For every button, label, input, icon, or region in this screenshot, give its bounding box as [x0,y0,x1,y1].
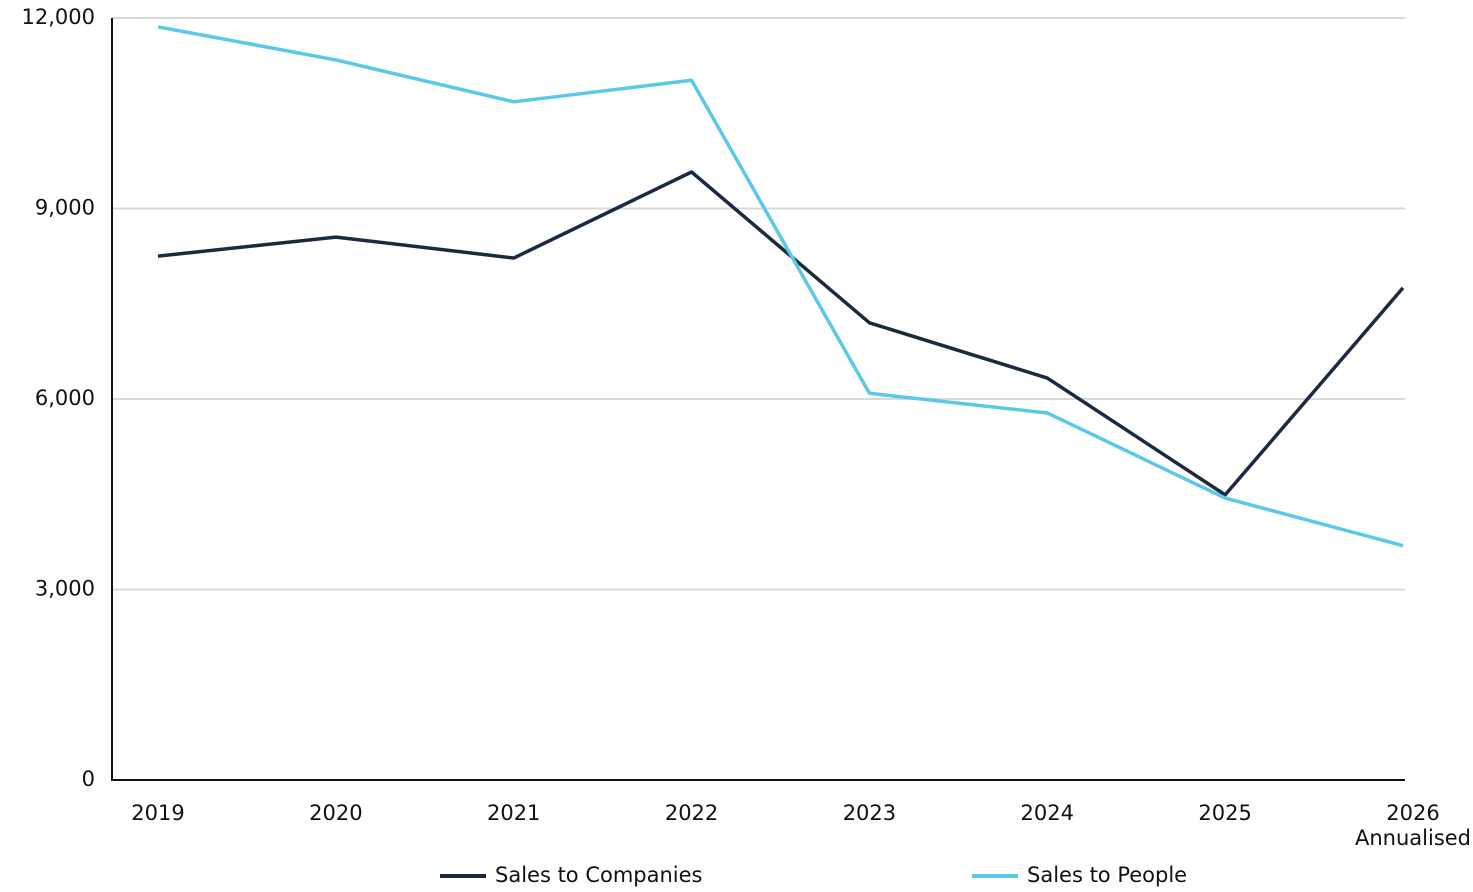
x-tick-label: 2025 [1198,801,1252,825]
x-tick-label: 2026 Annualised [1354,801,1472,850]
x-tick-label: 2019 [131,801,185,825]
x-tick-label: 2020 [309,801,363,825]
y-tick-label: 6,000 [35,386,95,410]
legend-label: Sales to Companies [495,863,703,887]
x-tick-label: 2023 [842,801,897,825]
y-tick-label: 0 [82,767,95,791]
legend-label: Sales to People [1027,863,1187,887]
x-tick-label: 2024 [1020,801,1074,825]
y-tick-label: 12,000 [22,5,95,29]
x-tick-label: 2021 [486,801,541,825]
series-line [157,25,1404,548]
y-tick-label: 3,000 [35,577,95,601]
y-tick-label: 9,000 [35,196,95,220]
series-line [157,170,1405,497]
x-tick-label: 2022 [664,801,719,825]
